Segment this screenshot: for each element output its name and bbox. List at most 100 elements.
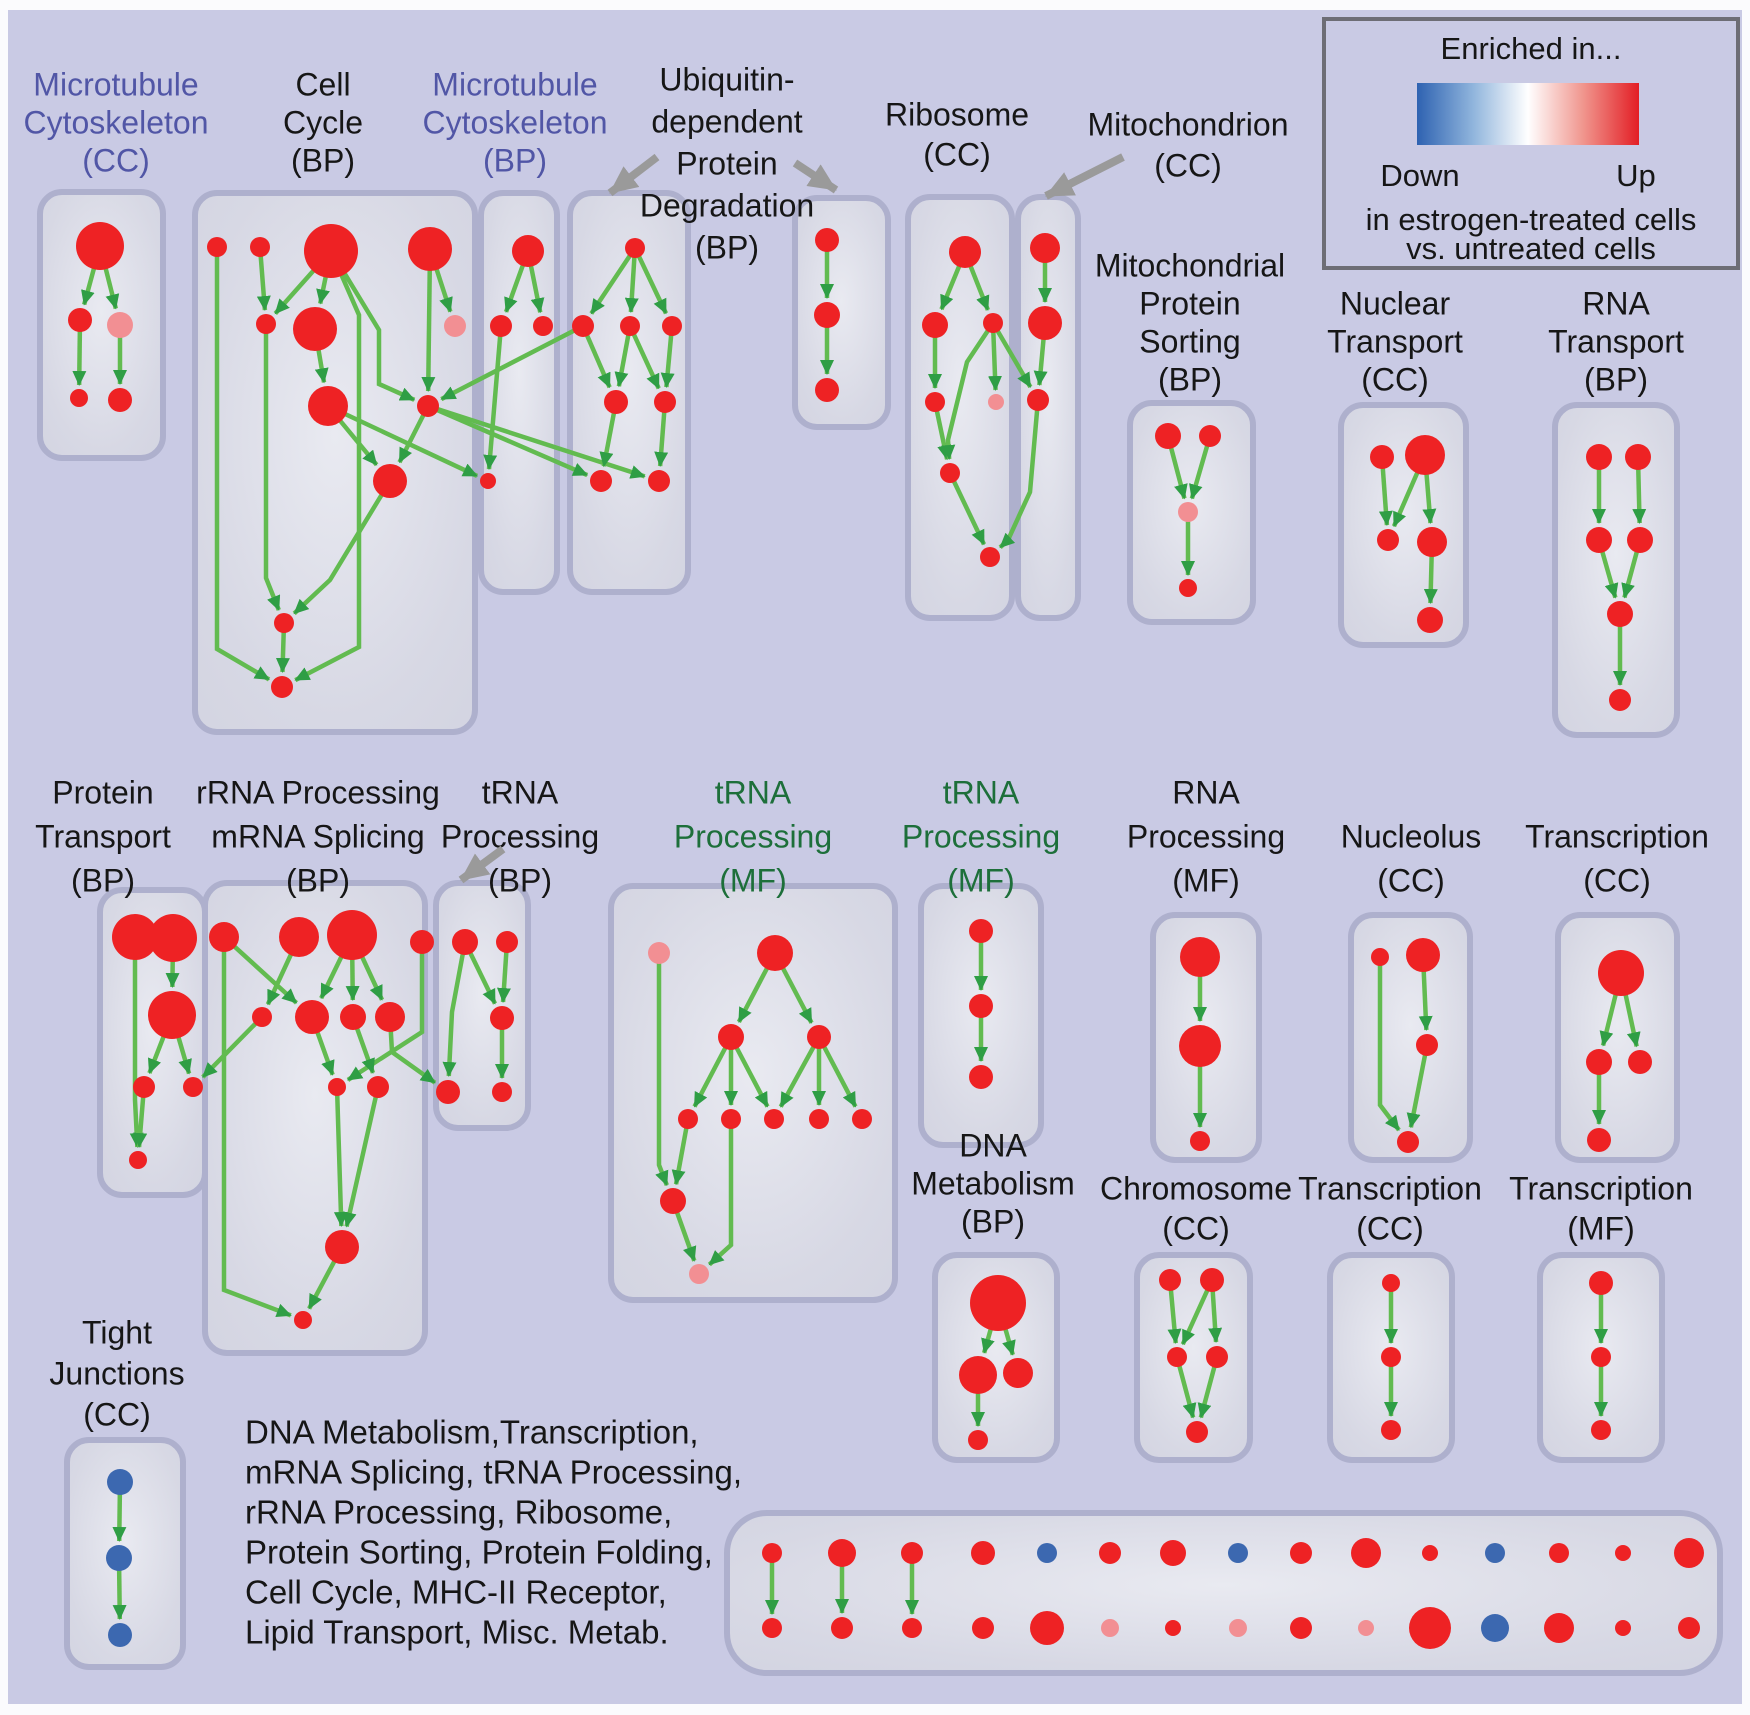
node-red-rt1 [1586,444,1612,470]
label-mitochondrial-protein-sorting-bp: Mitochondrial Protein Sorting (BP) [1095,247,1285,397]
node-red-bb9 [1290,1617,1312,1639]
edge-rib3-m3 [991,321,1033,389]
arrow-to-mitochondrion-box [1044,153,1125,200]
label-transcription-cc-2: Transcription (CC) [1298,1170,1482,1246]
node-red-t3 [490,1006,514,1030]
node-red-rL [294,1311,312,1329]
node-red-bt13 [1549,1543,1569,1563]
node-red-bt4 [971,1541,995,1565]
label-line: Protein [52,774,153,810]
node-pink-bb10 [1358,1620,1374,1636]
label-line: Transcription [1509,1170,1693,1206]
node-red-nuML [1377,529,1399,551]
label-dna-metabolism-bp: DNA Metabolism (BP) [911,1127,1075,1239]
label-line: Nuclear [1340,285,1451,321]
label-line: Transcription [1525,818,1709,854]
node-red-bt14 [1615,1545,1631,1561]
node-red-cs1 [207,237,227,257]
edge-ccBIG-ccBot [294,250,362,683]
node-red-u1 [625,238,645,258]
node-blue-tj2 [106,1545,132,1571]
node-red-nuMR [1417,527,1447,557]
node-red-bt7 [1160,1540,1186,1566]
node-red-mtBot [480,473,496,489]
label-trna-processing-mf-1: tRNA Processing (MF) [674,774,832,898]
edge-mf32-mfPinkBot [707,1119,734,1267]
node-red-mf32 [721,1109,741,1129]
node-red-q3 [1416,1034,1438,1056]
node-red-b51 [815,228,839,252]
node-blue-bt12 [1485,1543,1505,1563]
legend-title: Enriched in... [1441,31,1622,66]
node-red-bt11 [1422,1545,1438,1561]
edge-p1-p6 [129,937,144,1149]
node-red-bb1 [762,1618,782,1638]
edge-rJ-rK [342,1086,381,1228]
label-line: Cycle [283,104,363,140]
label-ribosome-cc: Ribosome (CC) [885,96,1029,172]
node-red-rib3 [983,313,1003,333]
edge-ccBig2-ccHub [421,248,436,393]
label-line: Microtubule [33,66,198,102]
node-red-u3 [620,316,640,336]
node-red-ccHub [417,395,439,417]
node-red-rt5 [1607,601,1633,627]
nuclear-transport-box [1338,402,1469,648]
node-red-mfA [718,1024,744,1050]
misc-terms-line: DNA Metabolism,Transcription, [245,1414,699,1451]
node-red-p5 [183,1077,203,1097]
edge-ccHub-u7 [427,403,589,478]
label-line: (BP) [286,862,350,898]
label-line: Cell [295,66,350,102]
microtubule-cc-box [37,189,166,461]
node-red-t4 [436,1080,460,1104]
node-red-rm2 [1179,1025,1221,1067]
label-ubiquitin-dependent-protein-degradation-bp: Ubiquitin-dependent Protein Degradation (BP… [640,61,814,265]
arrow-to-trna-bp-box [458,845,506,884]
node-red-w3 [1381,1420,1401,1440]
edge-mf31-mfL4 [671,1118,691,1186]
label-line: tRNA [943,774,1020,810]
label-line: (CC) [1154,147,1222,183]
node-blue-bt5 [1037,1543,1057,1563]
node-red-rib1 [949,236,981,268]
transcription-cc-box [1555,912,1680,1163]
node-red-mc1 [76,222,124,270]
node-pink-sPink [1178,502,1198,522]
edge-u2-u5 [580,325,612,389]
node-red-mfBig [757,935,793,971]
label-tight-junctions-cc: Tight Junctions (CC) [49,1314,184,1432]
node-red-rH [375,1002,405,1032]
node-red-x3 [1591,1420,1611,1440]
node-red-p4 [133,1076,155,1098]
node-red-rD [410,930,434,954]
node-red-ccL2b [293,307,337,351]
node-red-mc5 [108,388,132,412]
node-red-m1 [1030,233,1060,263]
node-red-g3 [969,1065,993,1089]
label-line: Processing [441,818,599,854]
label-line: Metabolism [911,1165,1075,1201]
label-line: (CC) [923,136,991,172]
node-red-mfB [807,1025,831,1049]
legend-line1: in estrogen-treated cells [1366,202,1697,237]
color-legend: Enriched in... Down Up in estrogen-treated … [1322,17,1740,270]
node-red-ccBIG [304,224,358,278]
node-red-mt1 [512,235,544,267]
node-red-rK [325,1230,359,1264]
rrna-mrna-box [202,880,428,1356]
node-blue-tj3 [108,1623,132,1647]
edge-u4-u6 [660,325,675,389]
node-red-u7 [590,470,612,492]
node-red-mc4 [70,389,88,407]
label-line: (BP) [71,862,135,898]
node-red-v1 [1598,950,1644,996]
edge-mt2a-mtBot [483,325,504,471]
label-line: Cytoskeleton [24,104,209,140]
label-line: (BP) [1158,361,1222,397]
node-red-w2 [1381,1347,1401,1367]
node-red-mfL4 [660,1188,686,1214]
edge-m3-rib7 [998,399,1041,550]
label-line: (BP) [961,1203,1025,1239]
